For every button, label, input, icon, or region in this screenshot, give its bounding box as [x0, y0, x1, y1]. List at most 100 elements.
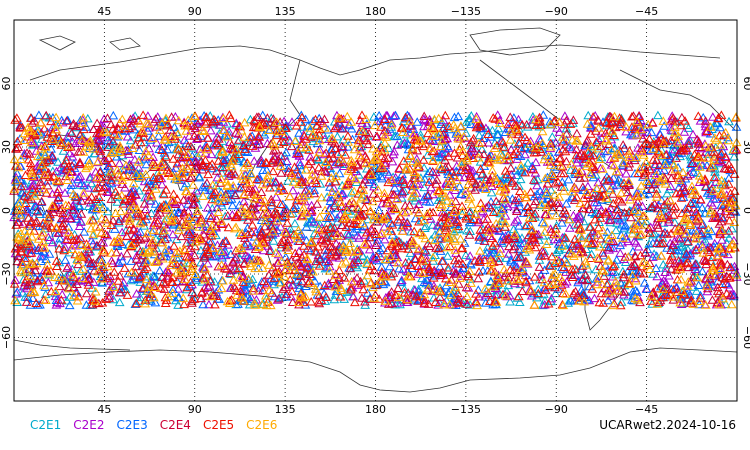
occultation-point-c2e5 [545, 261, 555, 270]
occultation-point-c2e6 [206, 291, 217, 301]
occultation-point-c2e2 [669, 144, 680, 154]
occultation-point-c2e4 [294, 299, 304, 309]
occultation-point-c2e6 [728, 239, 738, 248]
occultation-point-c2e4 [624, 158, 635, 168]
occultation-point-c2e1 [515, 118, 526, 128]
occultation-point-c2e5 [255, 194, 266, 204]
occultation-point-c2e4 [436, 217, 446, 227]
occultation-point-c2e3 [41, 254, 51, 263]
occultation-point-c2e4 [179, 207, 190, 217]
occultation-point-c2e4 [413, 296, 423, 305]
occultation-point-c2e4 [13, 251, 24, 260]
occultation-point-c2e2 [480, 290, 491, 299]
occultation-point-c2e4 [176, 231, 187, 241]
occultation-point-c2e2 [718, 141, 729, 151]
occultation-point-c2e5 [585, 253, 596, 262]
occultation-point-c2e2 [716, 157, 727, 166]
occultation-point-c2e5 [196, 288, 207, 297]
occultation-point-c2e5 [131, 298, 142, 308]
occultation-point-c2e1 [398, 139, 408, 148]
occultation-point-c2e1 [112, 192, 123, 201]
occultation-point-c2e6 [694, 170, 705, 180]
occultation-point-c2e5 [648, 155, 659, 164]
occultation-point-c2e5 [92, 183, 103, 192]
occultation-point-c2e3 [81, 300, 92, 309]
occultation-point-c2e4 [264, 270, 274, 279]
occultation-point-c2e6 [287, 170, 297, 180]
occultation-point-c2e5 [330, 280, 341, 289]
occultation-point-c2e3 [153, 131, 164, 140]
occultation-point-c2e6 [442, 242, 453, 252]
occultation-point-c2e6 [16, 154, 26, 163]
occultation-points [9, 110, 742, 310]
occultation-point-c2e4 [239, 259, 249, 268]
occultation-point-c2e4 [619, 287, 630, 296]
occultation-point-c2e1 [390, 299, 401, 309]
occultation-point-c2e3 [607, 267, 618, 276]
occultation-point-c2e4 [568, 241, 578, 250]
occultation-point-c2e6 [285, 209, 296, 218]
occultation-point-c2e2 [666, 125, 677, 134]
occultation-point-c2e4 [159, 284, 170, 293]
occultation-point-c2e5 [591, 137, 602, 146]
occultation-point-c2e4 [218, 155, 229, 165]
occultation-point-c2e2 [483, 137, 494, 147]
occultation-point-c2e5 [651, 189, 662, 198]
occultation-point-c2e6 [166, 260, 176, 269]
occultation-point-c2e6 [27, 232, 37, 241]
occultation-point-c2e6 [557, 241, 567, 250]
occultation-point-c2e6 [715, 189, 726, 198]
occultation-point-c2e5 [451, 215, 462, 225]
occultation-point-c2e5 [725, 262, 735, 272]
occultation-point-c2e6 [359, 239, 370, 248]
occultation-point-c2e2 [490, 283, 501, 292]
occultation-point-c2e4 [660, 282, 670, 292]
occultation-point-c2e4 [182, 227, 193, 236]
occultation-point-c2e2 [388, 111, 399, 120]
occultation-point-c2e2 [633, 241, 644, 251]
occultation-point-c2e5 [102, 273, 112, 283]
occultation-point-c2e3 [632, 287, 642, 296]
occultation-point-c2e1 [53, 157, 63, 166]
occultation-point-c2e5 [340, 150, 351, 159]
occultation-point-c2e1 [590, 188, 600, 198]
occultation-point-c2e5 [466, 173, 477, 183]
occultation-point-c2e6 [546, 169, 557, 179]
occultation-point-c2e2 [105, 276, 116, 285]
occultation-point-c2e5 [25, 113, 36, 122]
occultation-point-c2e5 [630, 124, 641, 134]
occultation-point-c2e5 [22, 192, 33, 201]
occultation-point-c2e3 [603, 295, 613, 305]
occultation-point-c2e5 [110, 187, 121, 196]
occultation-point-c2e6 [632, 116, 642, 126]
occultation-point-c2e6 [102, 218, 112, 227]
occultation-point-c2e5 [535, 144, 545, 153]
occultation-point-c2e5 [525, 187, 536, 196]
occultation-point-c2e5 [390, 241, 401, 251]
occultation-point-c2e5 [101, 294, 111, 303]
occultation-point-c2e2 [534, 133, 545, 143]
occultation-point-c2e6 [591, 183, 602, 192]
occultation-point-c2e4 [717, 290, 728, 300]
occultation-point-c2e5 [643, 139, 653, 148]
occultation-point-c2e4 [626, 261, 637, 270]
occultation-point-c2e6 [195, 148, 206, 157]
occultation-point-c2e6 [251, 237, 262, 246]
occultation-point-c2e3 [154, 144, 165, 153]
occultation-point-c2e5 [265, 182, 275, 192]
occultation-point-c2e4 [36, 196, 47, 206]
occultation-point-c2e3 [114, 258, 124, 267]
occultation-point-c2e5 [567, 272, 578, 281]
occultation-point-c2e6 [68, 189, 79, 199]
occultation-point-c2e6 [646, 291, 657, 300]
occultation-point-c2e5 [614, 121, 625, 130]
occultation-point-c2e5 [279, 131, 290, 141]
occultation-point-c2e6 [77, 135, 87, 144]
occultation-point-c2e2 [148, 152, 158, 161]
occultation-point-c2e2 [205, 185, 216, 195]
occultation-point-c2e6 [715, 264, 726, 273]
occultation-point-c2e4 [653, 223, 664, 232]
occultation-point-c2e3 [641, 185, 652, 194]
occultation-point-c2e4 [332, 149, 343, 158]
occultation-point-c2e6 [551, 210, 562, 220]
